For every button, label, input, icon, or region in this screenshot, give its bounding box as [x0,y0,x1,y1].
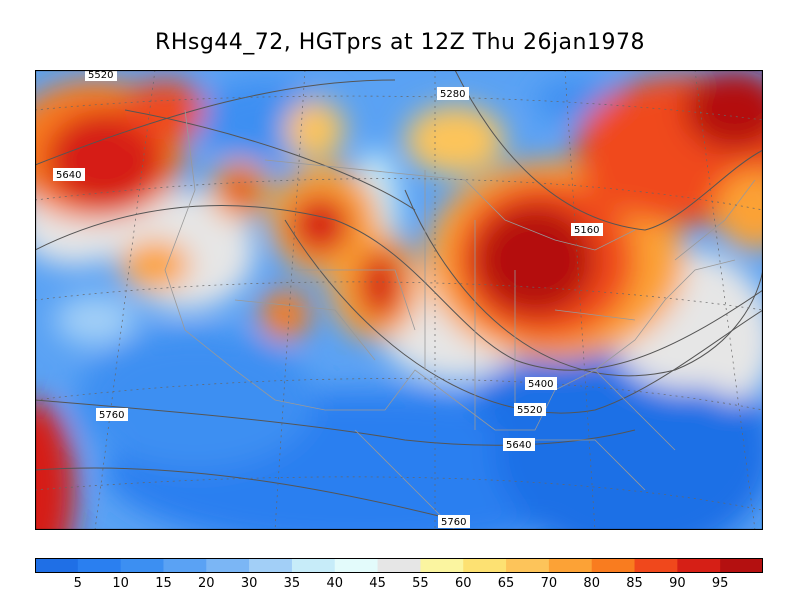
svg-text:5520: 5520 [517,405,542,416]
colorbar-tick-label: 35 [283,576,301,591]
contour-label-5760-s: 5760 [438,515,470,528]
svg-text:5520: 5520 [88,70,113,81]
colorbar-swatch [377,558,421,573]
colorbar-tick-label: 65 [497,576,515,591]
svg-text:5640: 5640 [506,440,531,451]
political-boundaries [164,109,756,530]
contour-label-5280: 5280 [437,87,469,100]
svg-text:5760: 5760 [99,410,124,421]
humidity-field [35,70,763,530]
contour-label-5640-w: 5640 [53,168,85,181]
colorbar-tick-label: 20 [198,576,215,591]
contour-label-5160: 5160 [571,223,603,236]
svg-text:5280: 5280 [440,89,465,100]
colorbar-tick-label: 45 [369,576,386,591]
colorbar-swatch [677,558,721,573]
colorbar-swatch [163,558,207,573]
colorbar-tick-label: 30 [240,576,258,591]
colorbar-swatch [720,558,763,573]
colorbar-swatch [249,558,293,573]
colorbar-swatch [591,558,636,573]
colorbar-swatch [206,558,250,573]
contour-label-5400: 5400 [525,377,557,390]
svg-text:5400: 5400 [528,379,553,390]
colorbar-swatch [420,558,464,573]
colorbar-swatch [120,558,164,573]
colorbar [35,558,763,573]
contour-label-5760-w: 5760 [96,408,128,421]
graticule [35,70,763,530]
svg-text:5640: 5640 [56,170,81,181]
height-contours [35,70,763,521]
colorbar-swatch [77,558,122,573]
colorbar-labels: 5 10 15 20 30 35 40 45 55 60 65 70 80 85 90 95 [35,576,763,594]
colorbar-swatch [463,558,507,573]
colorbar-tick-label: 70 [540,576,558,591]
colorbar-swatch [35,558,79,573]
colorbar-swatch [634,558,678,573]
colorbar-swatch [334,558,379,573]
svg-text:5760: 5760 [441,517,466,528]
contour-label-5520-se: 5520 [514,403,546,416]
colorbar-tick-label: 60 [454,576,472,591]
colorbar-tick-label: 5 [73,576,82,591]
map-frame [35,70,763,530]
svg-text:5160: 5160 [574,225,599,236]
colorbar-tick-label: 80 [583,576,600,591]
contour-label-5520-nw: 5520 [85,70,117,81]
contour-label-5640-s: 5640 [503,438,535,451]
colorbar-border [35,558,763,573]
colorbar-tick-label: 10 [112,576,129,591]
colorbar-tick-label: 40 [326,576,344,591]
colorbar-swatch [506,558,550,573]
colorbar-tick-label: 15 [155,576,172,591]
colorbar-tick-label: 55 [412,576,429,591]
colorbar-tick-label: 85 [626,576,643,591]
colorbar-tick-label: 90 [669,576,686,591]
colorbar-tick-label: 95 [711,576,729,591]
colorbar-swatch [548,558,593,573]
colorbar-swatch [291,558,336,573]
map-title: RHsg44_72, HGTprs at 12Z Thu 26jan1978 [155,30,645,55]
relative-humidity-map: 5520 5640 5280 5160 5400 5520 5640 5760 [35,70,763,530]
